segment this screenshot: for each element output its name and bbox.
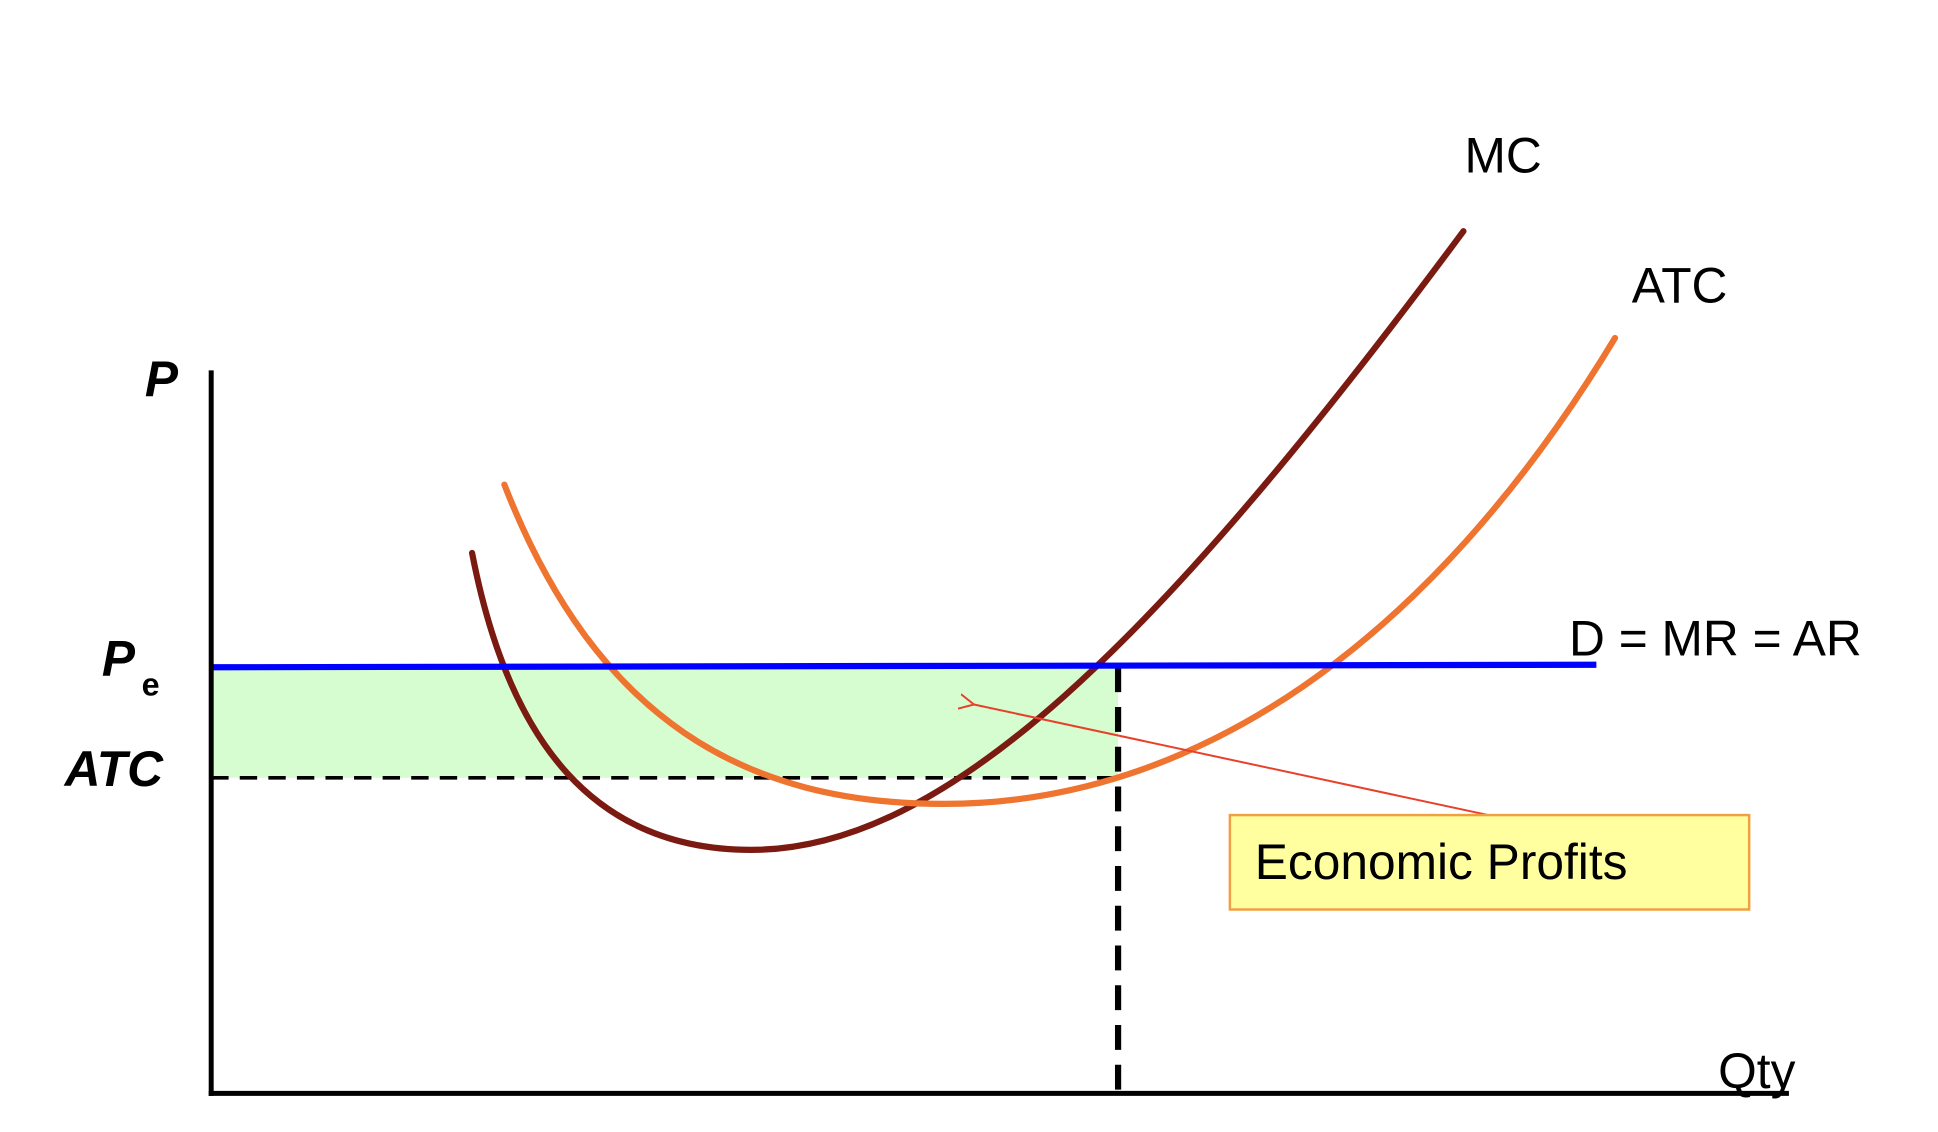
demand-line xyxy=(211,661,1597,671)
price-subscript: e xyxy=(142,667,160,703)
callout-arrow xyxy=(974,705,1489,817)
x-axis-label: Qty xyxy=(1718,1043,1795,1099)
atc-curve xyxy=(501,334,1619,808)
atc-label: ATC xyxy=(1632,258,1728,314)
demand-label: D = MR = AR xyxy=(1569,611,1862,667)
price-label: P xyxy=(102,630,136,686)
mc-curve xyxy=(468,228,1467,853)
y-axis-label: P xyxy=(145,351,179,407)
callout-text: Economic Profits xyxy=(1255,834,1628,890)
callout-box xyxy=(1228,813,1751,911)
mc-label: MC xyxy=(1465,127,1542,183)
cost-label: ATC xyxy=(63,741,165,797)
